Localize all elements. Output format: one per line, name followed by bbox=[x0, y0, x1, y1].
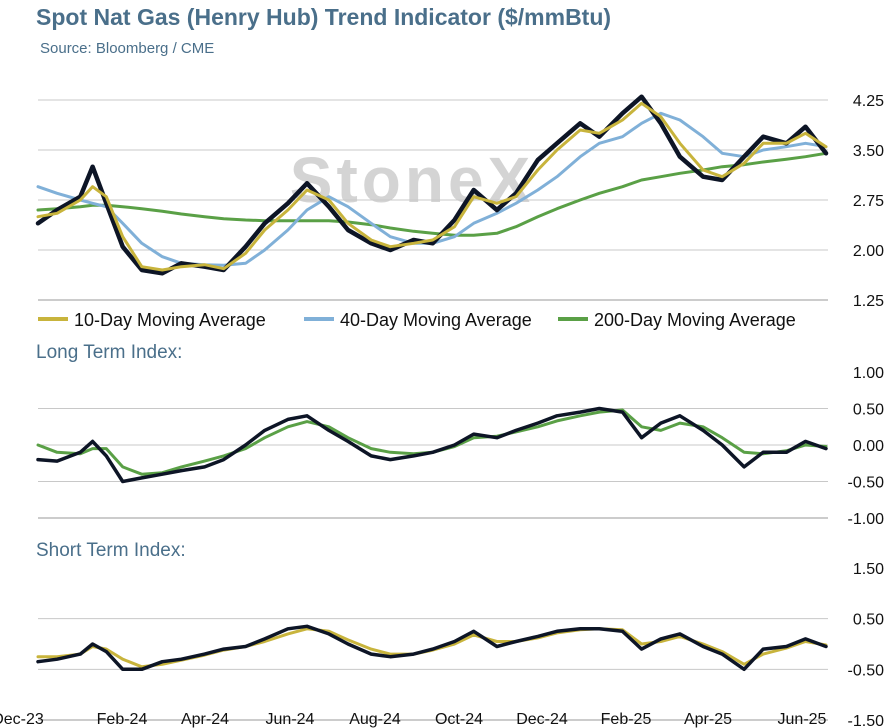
xtick-8: Apr-25 bbox=[684, 711, 732, 728]
ytick-short-3: -1.50 bbox=[848, 713, 885, 728]
series-short-index bbox=[36, 624, 828, 672]
ytick-short-2: -0.50 bbox=[848, 662, 885, 679]
legend-label-2: 200-Day Moving Average bbox=[594, 310, 796, 330]
ytick-short-1: 0.50 bbox=[853, 612, 884, 629]
ytick-long-3: -0.50 bbox=[848, 475, 885, 492]
ytick-price-0: 4.25 bbox=[853, 93, 884, 110]
ytick-price-2: 2.75 bbox=[853, 193, 884, 210]
series-price-ma200 bbox=[36, 151, 828, 237]
xtick-4: Aug-24 bbox=[349, 711, 401, 728]
xtick-0: Dec-23 bbox=[0, 711, 44, 728]
xtick-7: Feb-25 bbox=[601, 711, 652, 728]
legend-label-0: 10-Day Moving Average bbox=[74, 310, 266, 330]
series-price-ma10 bbox=[36, 101, 828, 272]
xtick-3: Jun-24 bbox=[266, 711, 315, 728]
ytick-long-1: 0.50 bbox=[853, 402, 884, 419]
ytick-price-1: 3.50 bbox=[853, 143, 884, 160]
ytick-price-4: 1.25 bbox=[853, 293, 884, 310]
series-long-index bbox=[36, 406, 828, 484]
chart-title: Spot Nat Gas (Henry Hub) Trend Indicator… bbox=[36, 4, 612, 30]
legend-label-1: 40-Day Moving Average bbox=[340, 310, 532, 330]
xtick-5: Oct-24 bbox=[435, 711, 483, 728]
ytick-long-2: 0.00 bbox=[853, 438, 884, 455]
xtick-6: Dec-24 bbox=[516, 711, 568, 728]
xtick-2: Apr-24 bbox=[181, 711, 229, 728]
series-long-signal bbox=[36, 408, 828, 476]
xtick-9: Jun-25 bbox=[778, 711, 827, 728]
xtick-1: Feb-24 bbox=[97, 711, 148, 728]
ytick-price-3: 2.00 bbox=[853, 243, 884, 260]
ytick-long-0: 1.00 bbox=[853, 365, 884, 382]
short-term-index-title: Short Term Index: bbox=[36, 540, 186, 561]
ytick-short-0: 1.50 bbox=[853, 561, 884, 578]
chart-subtitle: Source: Bloomberg / CME bbox=[40, 40, 215, 57]
ytick-long-4: -1.00 bbox=[848, 511, 885, 528]
long-term-index-title: Long Term Index: bbox=[36, 342, 183, 363]
